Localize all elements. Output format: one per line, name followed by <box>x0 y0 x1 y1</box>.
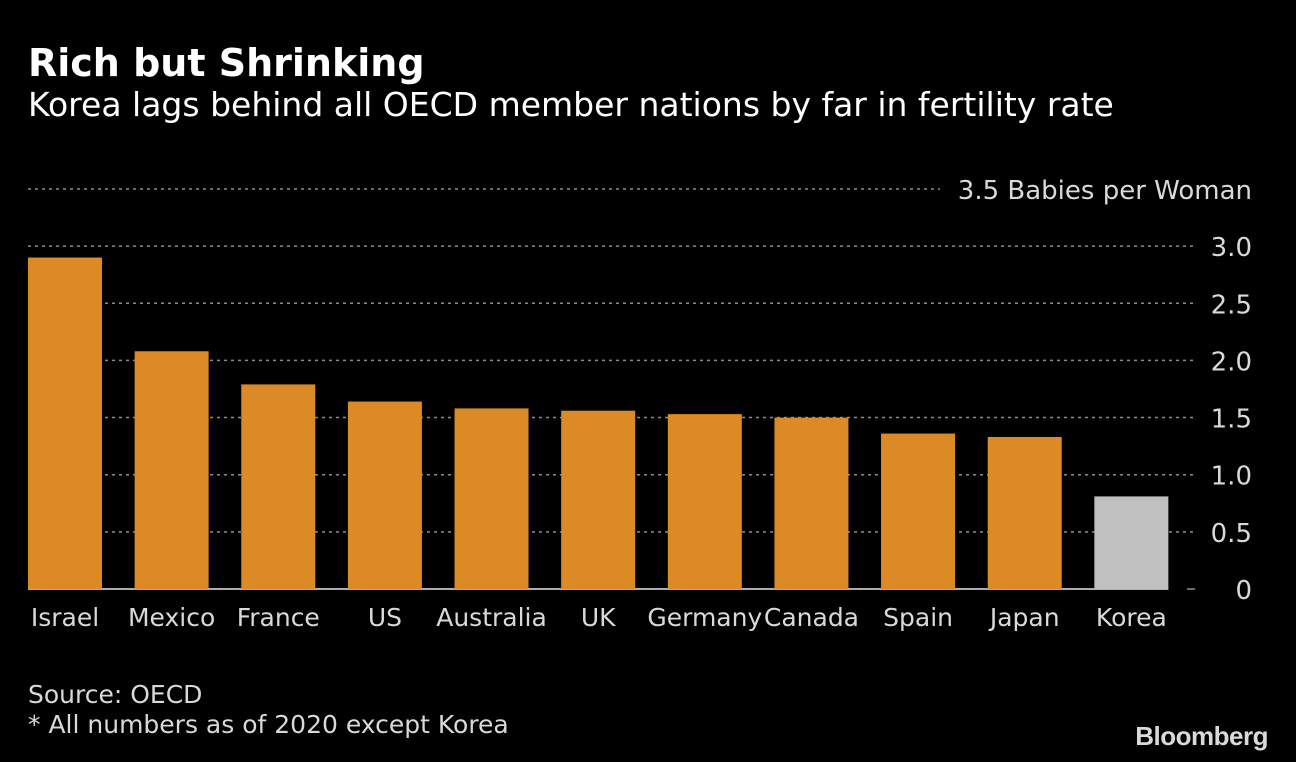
bar-japan <box>987 436 1062 589</box>
chart-subtitle: Korea lags behind all OECD member nation… <box>28 85 1114 124</box>
x-tick-label: Israel <box>31 603 99 632</box>
x-tick-label: US <box>368 603 402 632</box>
x-tick-label: Japan <box>988 603 1060 632</box>
x-tick-label: Korea <box>1096 603 1167 632</box>
chart-title: Rich but Shrinking <box>28 41 425 85</box>
y-tick-label: 0.5 <box>1211 519 1252 549</box>
bar-chart: 0 0.5 1.0 1.5 2.0 2.5 3.0 3.5 Babies per Woman I… <box>28 176 1252 632</box>
x-tick-label: Canada <box>764 603 859 632</box>
x-tick-label: Germany <box>647 603 762 632</box>
y-tick-label: 3.5 Babies per Woman <box>958 176 1252 206</box>
y-tick-label: 1.0 <box>1211 462 1252 492</box>
bar-israel <box>28 257 102 589</box>
bars <box>28 257 1169 589</box>
bar-uk <box>561 410 636 589</box>
x-tick-label: Australia <box>436 603 547 632</box>
x-tick-label: UK <box>581 603 616 632</box>
x-tick-label: Mexico <box>128 603 215 632</box>
bar-canada <box>774 417 849 589</box>
bar-us <box>347 401 422 589</box>
y-tick-label: 2.0 <box>1211 347 1252 377</box>
bar-france <box>241 384 316 589</box>
bar-korea <box>1094 496 1169 589</box>
bloomberg-logo: Bloomberg <box>1135 721 1268 751</box>
bar-mexico <box>134 351 209 589</box>
y-tick-label: 2.5 <box>1211 290 1252 320</box>
y-tick-label: 1.5 <box>1211 405 1252 435</box>
bar-spain <box>881 433 956 589</box>
y-tick-label: 0 <box>1235 576 1252 606</box>
bar-germany <box>667 414 742 589</box>
x-tick-label: Spain <box>883 603 953 632</box>
labels: 0 0.5 1.0 1.5 2.0 2.5 3.0 3.5 Babies per Woman I… <box>31 176 1252 632</box>
bar-australia <box>454 408 529 589</box>
x-tick-label: France <box>237 603 320 632</box>
y-tick-label: 3.0 <box>1211 233 1252 263</box>
source-note: Source: OECD <box>28 680 203 709</box>
footnote: * All numbers as of 2020 except Korea <box>28 710 509 739</box>
